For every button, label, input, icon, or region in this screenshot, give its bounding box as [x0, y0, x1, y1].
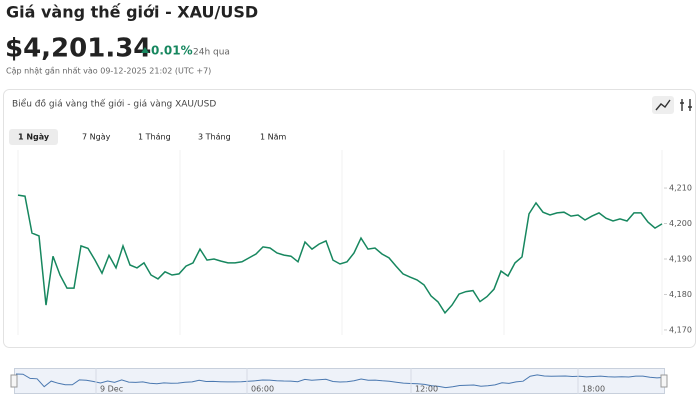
- price-line: [17, 194, 663, 315]
- y-tick-label: 4,210: [669, 184, 692, 193]
- navigator-label: 06:00: [251, 385, 274, 394]
- up-arrow: [141, 47, 149, 53]
- y-tick-label: 4,180: [669, 290, 692, 299]
- period: 24h qua: [193, 48, 230, 58]
- tab[interactable]: 1 Tháng: [138, 133, 171, 142]
- line-icon-glyph: [655, 99, 671, 111]
- tab-active-bg: [9, 129, 58, 145]
- y-tick-label: 4,190: [669, 254, 692, 263]
- candle-icon[interactable]: [680, 99, 692, 111]
- y-tick-label: 4,200: [669, 219, 692, 228]
- tab[interactable]: 7 Ngày: [82, 133, 111, 142]
- navigator-handle[interactable]: [660, 374, 668, 388]
- change: 0.01%: [151, 44, 193, 58]
- card-title: Biểu đồ giá vàng thế giới - giá vàng XAU…: [12, 99, 216, 110]
- price: $4,201.34: [5, 34, 151, 64]
- card: [3, 89, 696, 348]
- updated: Cập nhật gần nhất vào 09-12-2025 21:02 (…: [6, 66, 211, 77]
- tab[interactable]: 1 Ngày: [18, 133, 50, 142]
- navigator-label: 9 Dec: [100, 385, 123, 394]
- y-tick-label: 4,170: [669, 325, 692, 334]
- page-title: Giá vàng thế giới - XAU/USD: [6, 3, 258, 22]
- tab[interactable]: 1 Năm: [260, 133, 287, 142]
- tab[interactable]: 3 Tháng: [198, 133, 231, 142]
- navigator-handle[interactable]: [10, 374, 18, 388]
- navigator-line: [15, 373, 665, 389]
- navigator-label: 12:00: [415, 385, 438, 394]
- navigator[interactable]: [14, 368, 665, 394]
- navigator-label: 18:00: [582, 385, 605, 394]
